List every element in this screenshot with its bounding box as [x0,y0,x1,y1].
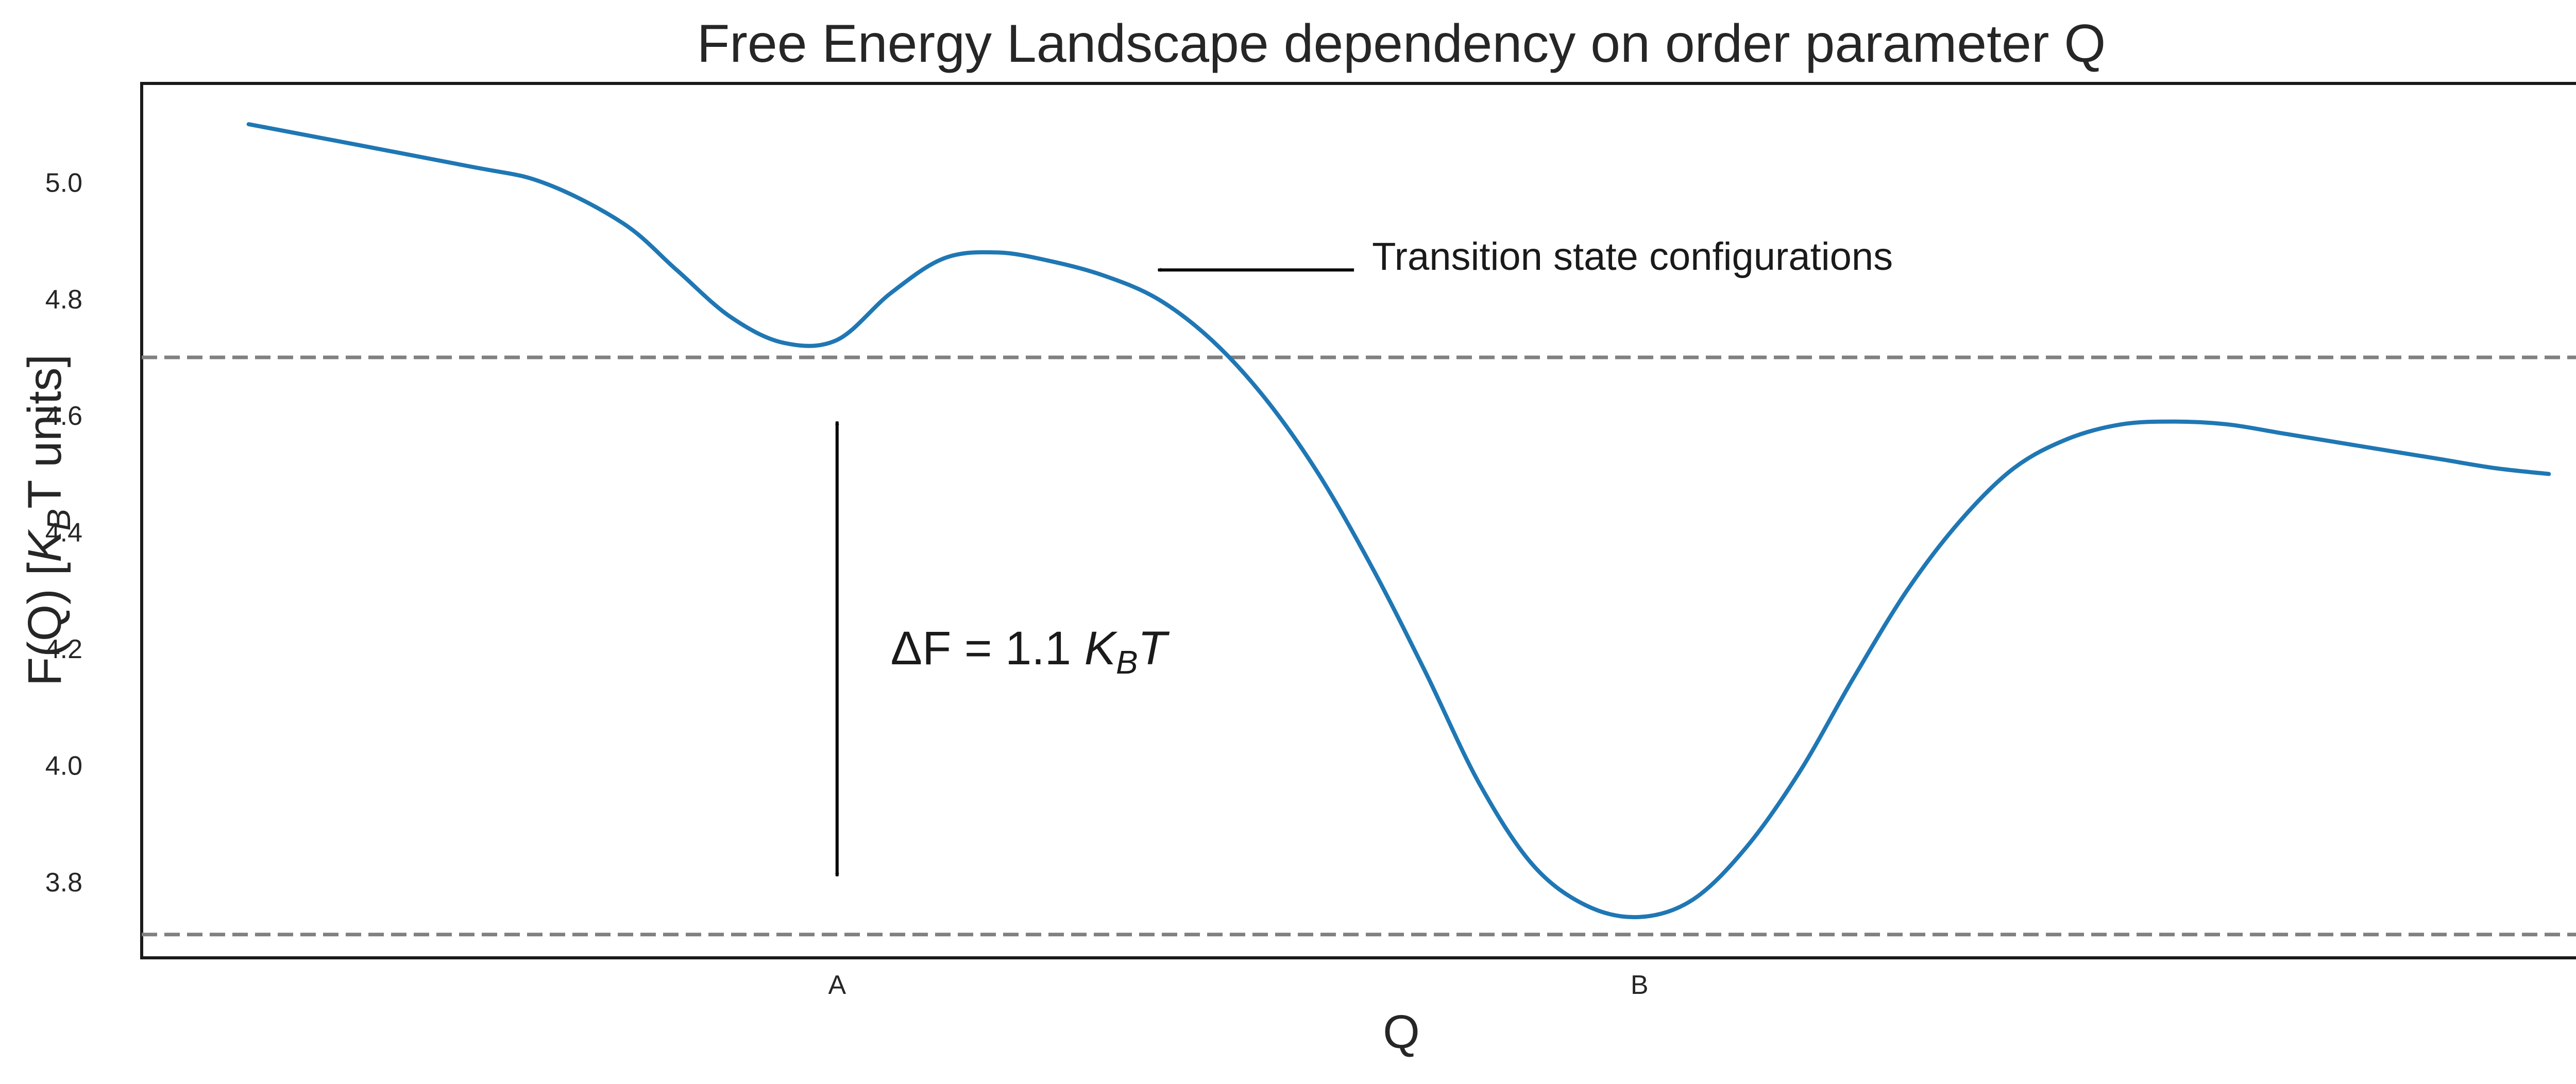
y-tick-label: 4.2 [45,634,82,664]
y-tick-label: 3.8 [45,868,82,898]
plot-area [140,82,2576,959]
y-tick-label: 4.4 [45,518,82,548]
y-label-suffix: T units] [19,354,71,509]
y-tick-label: 4.6 [45,401,82,431]
y-axis-label: F(Q) [KBT units] [19,354,77,686]
series-line-0 [246,122,2551,920]
y-tick-label: 4.8 [45,285,82,315]
y-label-k: K [19,529,71,562]
x-axis-label: Q [1383,1006,1420,1058]
delta-f-annotation: ΔF = 1.1 KBT [891,622,1170,681]
reference-lines [142,355,2576,937]
y-tick-label: 5.0 [45,168,82,198]
delta-f-k: K [1084,622,1118,675]
y-tick-label: 4.0 [45,751,82,781]
y-label-prefix: F(Q) [ [19,562,71,686]
y-axis-ticks: 3.8 4.0 4.2 4.4 4.6 4.8 5.0 [45,168,82,897]
x-tick-label: A [828,970,846,1000]
transition-annotation: Transition state configurations [1372,235,1893,279]
series-layer [246,122,2551,920]
chart-title: Free Energy Landscape dependency on orde… [697,14,2106,74]
delta-f-prefix: ΔF = 1.1 [891,622,1084,675]
delta-f-sub: B [1116,644,1138,681]
y-label-sub: B [40,509,77,531]
x-tick-label: B [1631,970,1649,1000]
delta-f-suffix: T [1138,622,1170,675]
